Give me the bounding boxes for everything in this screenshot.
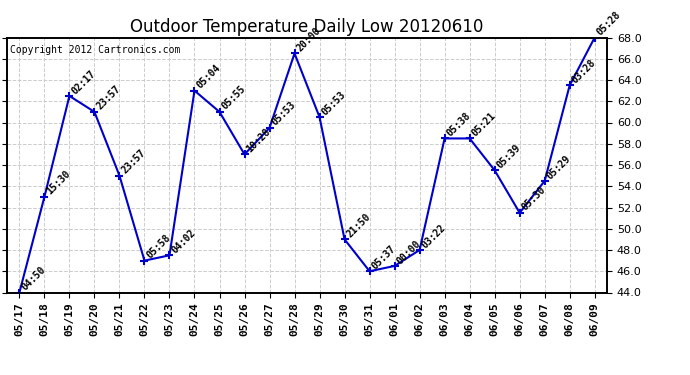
Text: 23:57: 23:57	[95, 84, 122, 112]
Text: 05:21: 05:21	[470, 111, 497, 138]
Text: 15:30: 15:30	[44, 169, 72, 197]
Text: 05:37: 05:37	[370, 243, 397, 271]
Text: 23:57: 23:57	[119, 148, 147, 176]
Text: 05:38: 05:38	[444, 111, 473, 138]
Text: 00:00: 00:00	[395, 238, 422, 266]
Text: 05:53: 05:53	[270, 100, 297, 128]
Text: 05:28: 05:28	[595, 10, 622, 38]
Text: 04:02: 04:02	[170, 228, 197, 255]
Text: 05:39: 05:39	[495, 142, 522, 170]
Text: 20:00: 20:00	[295, 26, 322, 54]
Text: 10:28: 10:28	[244, 126, 273, 154]
Text: 05:53: 05:53	[319, 89, 347, 117]
Text: 04:50: 04:50	[19, 265, 47, 292]
Text: 05:04: 05:04	[195, 63, 222, 91]
Text: 03:28: 03:28	[570, 57, 598, 86]
Text: 21:50: 21:50	[344, 211, 373, 239]
Text: 05:29: 05:29	[544, 153, 573, 181]
Text: 05:58: 05:58	[144, 233, 172, 261]
Text: 05:55: 05:55	[219, 84, 247, 112]
Title: Outdoor Temperature Daily Low 20120610: Outdoor Temperature Daily Low 20120610	[130, 18, 484, 36]
Text: 03:22: 03:22	[420, 222, 447, 250]
Text: 02:17: 02:17	[70, 68, 97, 96]
Text: Copyright 2012 Cartronics.com: Copyright 2012 Cartronics.com	[10, 45, 180, 55]
Text: 05:30: 05:30	[520, 185, 547, 213]
